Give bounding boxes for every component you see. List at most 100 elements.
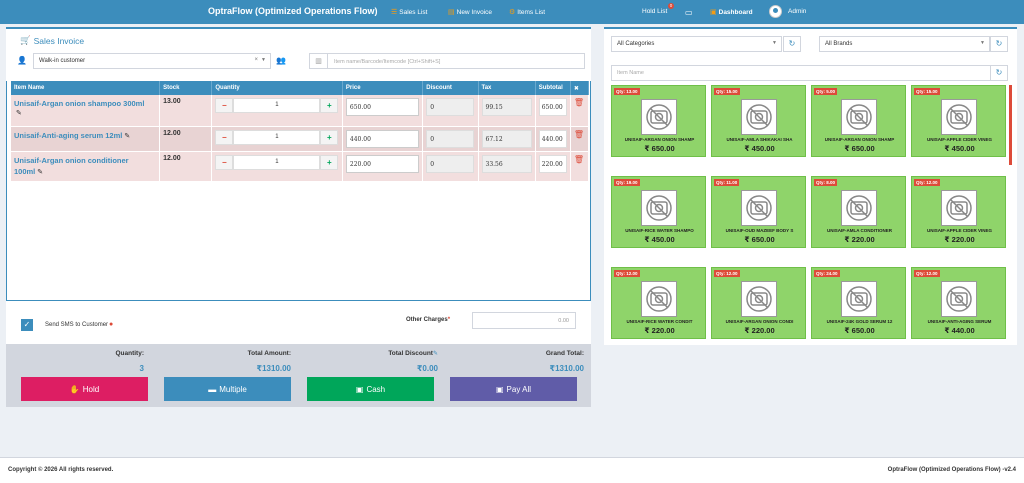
edit-icon[interactable]: ✎ [37,168,44,176]
fullscreen-icon[interactable]: ▭ [685,8,693,17]
clear-customer-icon[interactable]: × [254,57,258,63]
quantity-input[interactable]: 1 [233,154,321,170]
product-card[interactable]: Qty: 15.00 UNISAIF-AMLA SHIKAKAI SHA ₹ 450… [711,85,806,157]
product-card[interactable]: Qty: 13.00 UNISAIF-ARGAN ONION SHAMP ₹ 650… [611,85,706,157]
money-icon: ▣ [355,384,364,394]
nav-hold-list[interactable]: Hold List [642,8,667,15]
required-star: * [447,317,451,323]
product-price: ₹ 220.00 [844,235,875,244]
decrement-button[interactable]: − [215,154,234,170]
increment-button[interactable]: + [320,98,339,113]
subtotal-cell: 650.00 [535,95,571,127]
increment-button[interactable]: + [320,154,339,170]
brand-select[interactable]: All Brands ▼ [819,36,990,52]
refresh-category-button[interactable]: ↻ [783,36,801,52]
item-name-link[interactable]: Unisaif-Argan onion shampoo 300ml [14,99,145,108]
product-card[interactable]: Qty: 24.00 UNISAIF-24K GOLD SERUM 12 ₹ 650… [811,267,906,339]
nav-sales-list[interactable]: ☰ Sales List [391,8,428,17]
items-table: Item Name Stock Quantity Price Discount … [11,81,590,182]
table-row: Unisaif-Argan onion conditioner 100ml ✎ 1… [11,151,590,182]
add-user-icon: 👥 [276,56,286,65]
increment-button[interactable]: + [320,129,339,145]
product-card[interactable]: Qty: 12.00 UNISAIF-ANTI-AGING SERUM ₹ 440.… [911,267,1006,339]
product-name: UNISAIF-RICE WATER SHAMPO [625,228,694,233]
nav-new-invoice-label: New Invoice [456,8,493,16]
product-card[interactable]: Qty: 19.00 UNISAIF-RICE WATER SHAMPO ₹ 450… [611,176,706,248]
other-charges-input[interactable]: 0.00 [472,312,576,329]
subtotal-cell: 220.00 [535,151,571,182]
product-name: UNISAIF-RICE WATER CONDIT [626,319,693,324]
product-card[interactable]: Qty: 12.00 UNISAIF-RICE WATER CONDIT ₹ 220… [611,267,706,339]
no-image-icon [941,190,977,226]
credit-card-icon: ▬ [208,384,217,394]
quantity-cell: − 1 + [211,95,343,127]
copyright-text: Copyright © 2026 All rights reserved. [8,467,114,473]
item-name-search-input[interactable]: Item Name [611,65,991,81]
trash-icon[interactable]: 🗑 [573,98,585,107]
price-cell: 440.00 [342,126,424,152]
other-charges-label: Other Charges* [406,317,450,323]
item-name-link[interactable]: Unisaif-Argan onion conditioner 100ml [14,155,129,176]
col-stock: Stock [159,81,213,95]
product-qty-badge: Qty: 12.00 [714,270,740,277]
trash-icon[interactable]: 🗑 [573,154,585,164]
total-discount-label: Total Discount✎ [346,350,438,357]
price-input[interactable]: 650.00 [345,98,419,116]
price-input[interactable]: 440.00 [345,129,419,148]
nav-new-invoice[interactable]: ▤ New Invoice [448,8,493,17]
money-icon: ▣ [495,384,504,394]
product-name: UNISAIF-APPLE CIDER VINEG [926,137,992,142]
item-name-link[interactable]: Unisaif-Anti-aging serum 12ml [14,130,123,140]
col-price: Price [342,81,424,95]
refresh-brand-button[interactable]: ↻ [990,36,1008,52]
version-text: OptraFlow (Optimized Operations Flow) -v… [887,467,1016,473]
discount-cell: 0 [422,151,479,182]
product-card[interactable]: Qty: 11.00 UNISAIF-OUD MAZEEF BODY S ₹ 650… [711,176,806,248]
customer-select[interactable]: Walk-in customer × ▼ [33,53,271,69]
nav-user-label: Admin [788,8,807,15]
product-name: UNISAIF-AMLA CONDITIONER [826,228,893,233]
decrement-button[interactable]: − [215,98,234,113]
customer-selected-value: Walk-in customer [39,58,86,64]
product-card[interactable]: Qty: 12.00 UNISAIF-ARGAN ONION CONDI ₹ 220… [711,267,806,339]
multiple-button[interactable]: ▬ Multiple [164,377,291,401]
category-select[interactable]: All Categories ▼ [611,36,782,52]
col-remove: ✖ [570,81,590,95]
product-grid-scrollbar[interactable] [1009,85,1012,165]
nav-dashboard[interactable]: ▣ Dashboard [710,8,753,17]
nav-items-list[interactable]: ⚙ Items List [509,8,545,17]
decrement-button[interactable]: − [215,129,234,145]
product-card[interactable]: Qty: 12.00 UNISAIF-APPLE CIDER VINEG ₹ 220… [911,176,1006,248]
add-customer-button[interactable]: 👥 [272,53,290,69]
nav-user[interactable]: Admin [788,8,806,15]
user-avatar[interactable] [769,5,782,18]
tax-input: 67.12 [481,129,532,148]
nav-sales-list-label: Sales List [399,8,428,16]
refresh-icon: ↻ [995,39,1003,48]
table-row: Unisaif-Anti-aging serum 12ml ✎ 12.00 − 1… [11,126,590,152]
quantity-cell: − 1 + [211,126,343,152]
quantity-input[interactable]: 1 [233,129,321,145]
pay-all-button[interactable]: ▣ Pay All [450,377,577,401]
quantity-input[interactable]: 1 [233,98,321,113]
price-input[interactable]: 220.00 [345,154,419,173]
edit-icon[interactable]: ✎ [124,132,131,140]
product-card[interactable]: Qty: 5.00 UNISAIF-ARGAN ONION SHAMP ₹ 650.… [811,85,906,157]
edit-icon[interactable]: ✎ [16,110,22,117]
trash-icon[interactable]: 🗑 [573,129,585,139]
refresh-items-button[interactable]: ↻ [990,65,1008,81]
product-name: UNISAIF-ANTI-AGING SERUM [927,319,992,324]
quantity-stepper: − 1 + [215,98,339,113]
send-sms-checkbox[interactable]: ✓ [21,319,33,331]
refresh-icon: ↻ [995,68,1003,77]
item-search-input[interactable]: Item name/Barcode/Itemcode [Ctrl+Shift+S… [327,53,585,69]
hold-button[interactable]: ✋ Hold [21,377,148,401]
product-qty-badge: Qty: 15.00 [914,88,940,95]
product-card[interactable]: Qty: 15.00 UNISAIF-APPLE CIDER VINEG ₹ 450… [911,85,1006,157]
edit-discount-icon[interactable]: ✎ [432,351,438,357]
hand-icon: ✋ [69,384,80,394]
user-icon: 👤 [17,56,27,65]
product-card[interactable]: Qty: 8.00 UNISAIF-AMLA CONDITIONER ₹ 220.0… [811,176,906,248]
cash-button[interactable]: ▣ Cash [307,377,434,401]
app-brand[interactable]: OptraFlow (Optimized Operations Flow) [208,6,378,16]
